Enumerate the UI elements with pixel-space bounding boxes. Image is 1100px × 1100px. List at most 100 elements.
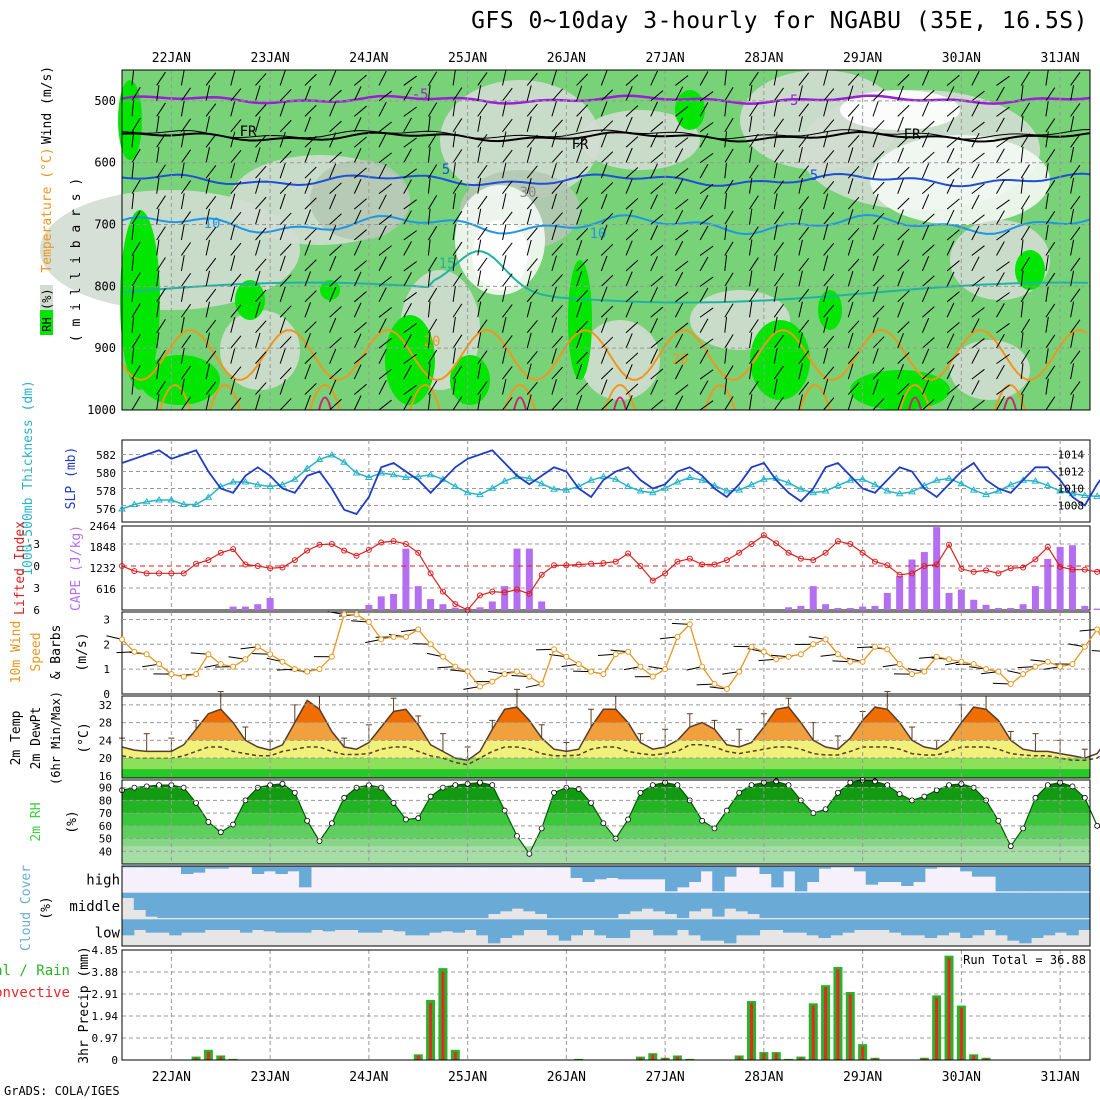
lifted-index-point: [304, 547, 311, 554]
precip-convective-bar: [972, 1055, 976, 1060]
thickness-point: [957, 479, 966, 487]
cloud-bar: [310, 866, 324, 868]
wind-barb: [1070, 270, 1075, 287]
wind-barb: [180, 118, 192, 133]
thickness-point: [290, 475, 299, 482]
wind-barb: [1045, 87, 1056, 102]
wind-barb: [156, 349, 166, 364]
wind-barb: [526, 239, 532, 256]
temp-label: 2m Temp: [9, 710, 24, 765]
wind-barb: [502, 378, 507, 395]
cape-bar: [1068, 545, 1076, 610]
contour-label: 30: [520, 185, 537, 201]
wind-barb: [897, 116, 904, 132]
wind-barb: [699, 318, 709, 333]
wind-speed-point: [131, 648, 138, 655]
wind-barb: [675, 322, 689, 334]
cloud-bar: [299, 866, 312, 888]
wind-barb: [971, 121, 985, 133]
wind-barb: [156, 380, 166, 395]
cloud-bar: [417, 866, 430, 868]
wind-speed-point: [353, 611, 360, 618]
wind-barb: [773, 131, 778, 148]
precip-convective-bar: [737, 1056, 741, 1060]
wind-barb: [304, 290, 317, 303]
wind-barb: [526, 116, 532, 132]
cloud-bar: [606, 866, 619, 878]
precip-convective-bar: [219, 1056, 223, 1060]
wind-barb: [897, 333, 904, 349]
wind-barb: [279, 193, 286, 210]
wind-panel-frame: [121, 611, 1091, 695]
rh-region: [440, 80, 600, 200]
wind-barb: [230, 242, 242, 256]
wind-barb: [872, 162, 879, 179]
thickness-point: [253, 480, 262, 488]
rh2m-point: [711, 825, 718, 832]
wind-speed-point: [723, 686, 730, 693]
rh-region: [140, 355, 220, 405]
wind-barb: [477, 381, 488, 395]
precip-convective-bar: [848, 994, 852, 1060]
wind-speed-point: [921, 668, 928, 675]
precip-convective-bar: [774, 1053, 778, 1060]
cloud-axis-label: Cloud Cover: [19, 865, 34, 951]
rh2m-panel-frame: [121, 779, 1091, 865]
wind-barb: [131, 210, 141, 225]
cloud-bar: [275, 866, 288, 874]
precip-panel-frame: [121, 949, 1091, 1061]
wind-barb: [353, 291, 367, 303]
rh2m-point: [477, 779, 483, 786]
wind-barb: [1070, 164, 1081, 179]
rh2m-point: [205, 819, 212, 825]
cloud-bar: [665, 919, 678, 936]
wind-barb: [798, 165, 810, 179]
wind-speed-point: [1057, 663, 1064, 670]
wind-barb: [477, 195, 488, 210]
wind-barb: [131, 396, 141, 411]
wind-barb: [946, 198, 960, 210]
cloud-bar: [594, 892, 607, 918]
wind-barb: [674, 148, 684, 163]
wind-barb: [946, 364, 955, 380]
wind-barb: [897, 394, 904, 411]
wind-barb: [699, 338, 714, 349]
wind-barb: [131, 347, 135, 364]
wind-barb: [378, 368, 392, 380]
contour-segment: [908, 396, 922, 411]
thickness-point: [229, 478, 237, 485]
cape-bar: [266, 598, 274, 610]
wind-barb: [230, 224, 236, 241]
wind-barb: [403, 333, 412, 349]
date-label-bottom-30jan: 30JAN: [942, 1070, 981, 1085]
rh2m-point: [538, 825, 545, 832]
wind-barb: [205, 363, 210, 380]
cloud-bar: [240, 919, 253, 933]
wind-barb: [823, 378, 829, 395]
wind-barb: [255, 382, 267, 395]
cape-bar: [1081, 605, 1089, 610]
wind-barb: [1070, 195, 1081, 210]
wind-barb: [922, 89, 935, 102]
wind-barb: [329, 101, 337, 117]
wind-barb: [427, 177, 431, 194]
wind-barb: [600, 317, 608, 333]
wind-barb: [156, 301, 160, 318]
pressure-tick-1000: 1000: [87, 403, 116, 417]
cloud-bar: [865, 919, 879, 930]
cloud-bar: [877, 919, 890, 930]
lifted-index-point: [143, 570, 150, 577]
wind-barb: [946, 353, 960, 365]
cloud-bar: [617, 919, 631, 938]
wind-barb: [452, 100, 456, 117]
wind-speed-point: [699, 663, 706, 670]
thickness-point: [352, 469, 361, 476]
wind-barb: [1070, 72, 1081, 86]
wind-barb: [279, 70, 286, 86]
wind-speed-point: [193, 671, 200, 678]
wind-barb: [773, 303, 784, 318]
wind-barb: [847, 258, 860, 272]
wind-barb: [255, 134, 267, 148]
wind-barb: [847, 289, 860, 303]
contour-label: FR: [572, 137, 589, 153]
